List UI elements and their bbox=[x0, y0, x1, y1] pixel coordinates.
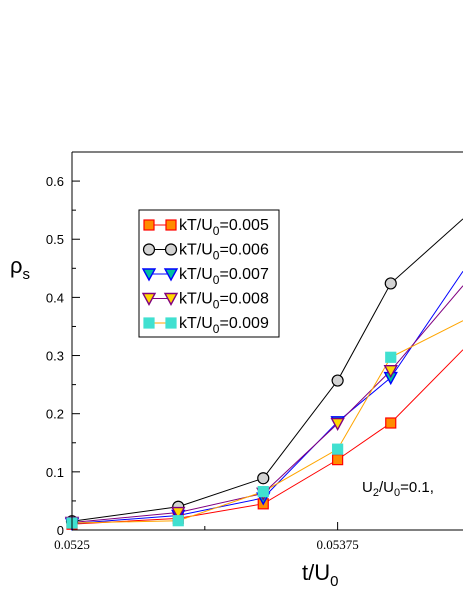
y-tick-label: 0.1 bbox=[46, 465, 64, 480]
legend-label-sub: 0 bbox=[213, 249, 220, 263]
data-point bbox=[383, 364, 398, 379]
x-tick-label: 0.0525 bbox=[54, 537, 90, 552]
annotation-main: U bbox=[362, 479, 373, 496]
legend-marker bbox=[143, 219, 155, 231]
y-tick-label: 0.3 bbox=[46, 349, 64, 364]
legend-label: kT/U0=0.008 bbox=[179, 291, 269, 312]
series-line-1 bbox=[71, 349, 463, 525]
series-line-4 bbox=[71, 285, 463, 523]
ticks: 0 0.1 0.2 0.3 0.4 0.5 0.6 0.0525 0.05375 bbox=[46, 174, 359, 552]
data-point bbox=[384, 277, 397, 290]
series-line-5 bbox=[71, 320, 463, 524]
legend-label-value: =0.007 bbox=[219, 266, 268, 283]
legend-marker bbox=[165, 317, 177, 329]
annotation-mid: /U bbox=[379, 479, 394, 496]
legend-label-value: =0.009 bbox=[219, 315, 268, 332]
legend-label-main: kT/U bbox=[179, 242, 213, 259]
legend-entry: kT/U0=0.008 bbox=[141, 291, 269, 312]
data-point bbox=[330, 417, 345, 432]
legend-label-main: kT/U bbox=[179, 217, 213, 234]
legend: kT/U0=0.005kT/U0=0.006kT/U0=0.007kT/U0=0… bbox=[138, 209, 280, 338]
legend-label-value: =0.008 bbox=[219, 291, 268, 308]
annotation-sub1: 2 bbox=[373, 487, 379, 499]
x-axis-title: t/U0 bbox=[302, 560, 338, 590]
annotation-rest: =0.1, bbox=[400, 479, 434, 496]
data-point bbox=[171, 506, 186, 521]
data-point bbox=[172, 515, 184, 527]
series-line-3 bbox=[71, 270, 463, 525]
data-point bbox=[257, 486, 269, 498]
legend-marker bbox=[143, 317, 155, 329]
legend-label-sub: 0 bbox=[213, 273, 220, 287]
legend-label-main: kT/U bbox=[179, 315, 213, 332]
series-line-2 bbox=[71, 218, 463, 522]
data-point bbox=[331, 374, 344, 387]
data-point bbox=[257, 472, 270, 485]
y-tick-label: 0.5 bbox=[46, 232, 64, 247]
y-tick-label: 0.2 bbox=[46, 407, 64, 422]
legend-label-sub: 0 bbox=[213, 224, 220, 238]
legend-entry: kT/U0=0.005 bbox=[143, 217, 269, 238]
y-axis-title-sub: s bbox=[23, 266, 31, 283]
legend-label-sub: 0 bbox=[213, 322, 220, 336]
y-tick-label: 0.4 bbox=[46, 290, 64, 305]
plot-frame-group bbox=[71, 151, 463, 531]
data-point bbox=[332, 454, 344, 466]
legend-marker bbox=[163, 292, 179, 306]
legend-label-value: =0.006 bbox=[219, 242, 268, 259]
plot-lines bbox=[71, 218, 463, 525]
legend-marker bbox=[164, 243, 178, 256]
data-point bbox=[332, 443, 344, 455]
x-axis-title-sub: 0 bbox=[330, 573, 338, 590]
legend-entry: kT/U0=0.007 bbox=[141, 266, 269, 287]
y-axis-title-main: ρ bbox=[10, 253, 23, 278]
legend-label: kT/U0=0.005 bbox=[179, 217, 269, 238]
legend-label: kT/U0=0.006 bbox=[179, 242, 269, 263]
y-axis-title: ρs bbox=[10, 253, 30, 283]
legend-entry: kT/U0=0.009 bbox=[143, 315, 269, 336]
data-point bbox=[385, 417, 397, 429]
x-tick-label: 0.05375 bbox=[317, 537, 359, 552]
legend-marker bbox=[142, 243, 156, 256]
legend-label-value: =0.005 bbox=[219, 217, 268, 234]
legend-label-main: kT/U bbox=[179, 291, 213, 308]
legend-label-main: kT/U bbox=[179, 266, 213, 283]
legend-marker bbox=[141, 292, 157, 306]
legend-label-sub: 0 bbox=[213, 298, 220, 312]
legend-label: kT/U0=0.009 bbox=[179, 315, 269, 336]
annotation-sub2: 0 bbox=[394, 487, 400, 499]
data-point bbox=[385, 351, 397, 363]
x-axis-title-main: t/U bbox=[302, 560, 330, 585]
annotation: U2/U0=0.1, bbox=[362, 479, 434, 499]
legend-marker bbox=[141, 268, 157, 282]
legend-marker bbox=[163, 268, 179, 282]
legend-label: kT/U0=0.007 bbox=[179, 266, 269, 287]
legend-entry: kT/U0=0.006 bbox=[142, 242, 269, 263]
legend-marker bbox=[165, 219, 177, 231]
y-tick-label: 0 bbox=[57, 523, 64, 538]
y-tick-label: 0.6 bbox=[46, 174, 64, 189]
